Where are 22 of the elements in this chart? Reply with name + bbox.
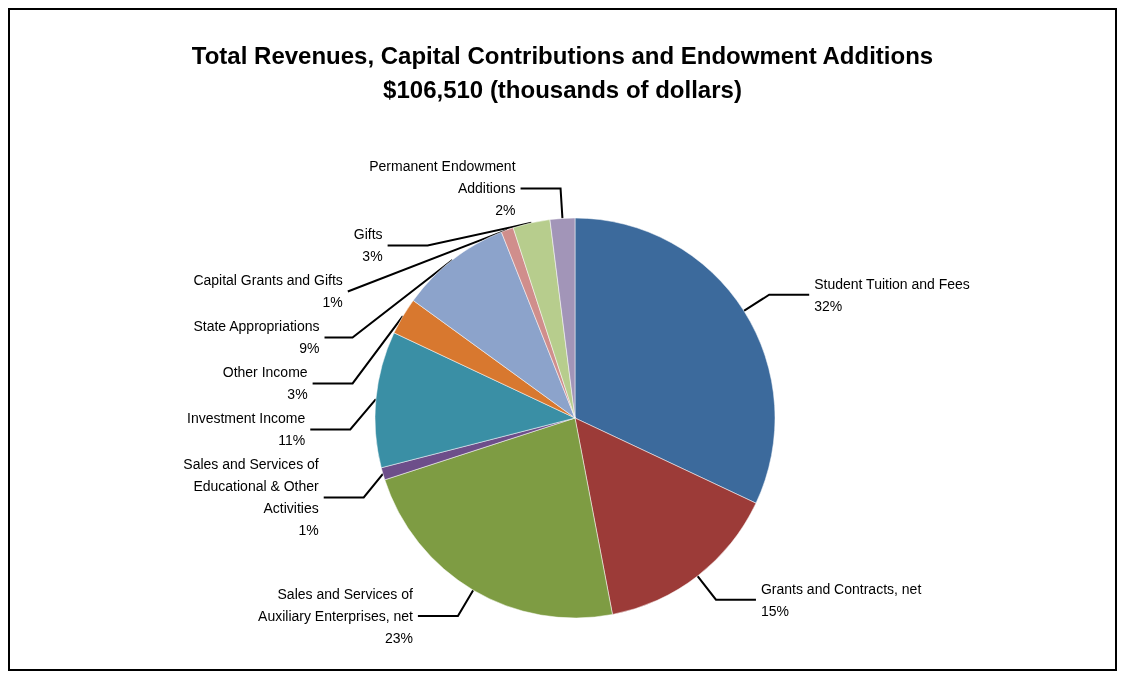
data-label: 15%	[760, 602, 789, 619]
slice-label: Other Income	[222, 364, 308, 381]
slice-label: Permanent Endowment Additions	[369, 158, 516, 197]
slice-label: Grants and Contracts, net	[760, 580, 922, 597]
chart-subtitle: $106,510 (thousands of dollars)	[383, 75, 742, 103]
data-label: 2%	[495, 202, 516, 219]
data-label: 3%	[362, 248, 383, 265]
slice-label: Gifts	[353, 226, 383, 243]
data-label: 3%	[287, 386, 308, 403]
slice-label: State Appropriations	[193, 318, 320, 335]
data-label: 23%	[384, 629, 413, 646]
data-label: 32%	[814, 297, 843, 314]
chart-title: Total Revenues, Capital Contributions and Endowment Additions	[191, 41, 934, 69]
slice-label: Student Tuition and Fees	[814, 275, 970, 292]
slice-label: Capital Grants and Gifts	[193, 272, 343, 289]
slice-label: Investment Income	[187, 410, 306, 427]
data-label: 1%	[298, 522, 319, 539]
data-label: 11%	[278, 432, 306, 449]
slice-label: Sales and Services of Educational & Other Activities	[183, 456, 320, 517]
data-label: 1%	[322, 294, 343, 311]
data-label: 9%	[299, 340, 320, 357]
slice-label: Sales and Services of Auxiliary Enterprises, net	[258, 585, 414, 624]
